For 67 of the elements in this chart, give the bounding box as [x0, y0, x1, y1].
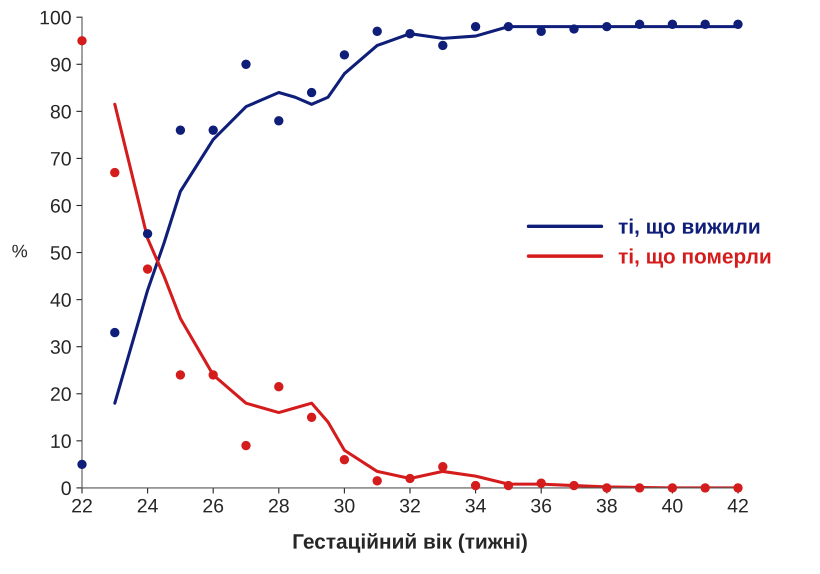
x-tick-label: 28 [268, 498, 289, 513]
y-tick-label: 20 [50, 387, 71, 401]
point [668, 483, 678, 493]
point [110, 168, 120, 178]
point [438, 462, 448, 472]
x-tick-label: 22 [72, 498, 92, 512]
x-axis-title: Гестаційний вік (тижні) [294, 533, 527, 553]
x-tick-label: 40 [662, 498, 682, 513]
point [340, 50, 350, 60]
x-tick-label: 26 [203, 498, 224, 513]
point [733, 20, 743, 29]
x-tick-label: 36 [531, 498, 552, 513]
point [274, 382, 284, 392]
point [668, 20, 678, 29]
point [438, 40, 448, 50]
point [470, 22, 480, 32]
x-tick-label: 32 [400, 498, 420, 513]
x-tick-label: 34 [466, 498, 486, 513]
point [733, 483, 743, 493]
y-tick-label: 10 [51, 434, 71, 448]
point [176, 370, 186, 380]
point [77, 36, 87, 46]
point [405, 29, 415, 38]
y-tick-label: 40 [50, 293, 71, 307]
point [569, 480, 579, 490]
point [372, 26, 382, 36]
point [142, 264, 152, 274]
x-tick-label: 24 [138, 498, 158, 512]
point [470, 480, 480, 490]
point [241, 60, 251, 69]
y-tick-label: 90 [50, 58, 71, 72]
point [634, 483, 644, 493]
point [241, 440, 251, 450]
point [306, 412, 316, 422]
point [142, 229, 152, 238]
point [405, 474, 415, 484]
point [504, 22, 514, 32]
point [306, 88, 316, 98]
point [77, 460, 87, 470]
y-tick-label: 80 [50, 104, 71, 119]
y-axis-title: % [12, 244, 28, 258]
point [372, 476, 382, 486]
point [208, 370, 218, 380]
point [700, 20, 710, 29]
y-tick-label: 30 [50, 340, 71, 354]
point [274, 116, 284, 126]
x-tick-label: 38 [596, 498, 617, 513]
y-tick-label: 70 [50, 152, 71, 166]
point [569, 24, 579, 34]
legend-label: ті, що померли [618, 248, 770, 268]
point [110, 328, 120, 338]
y-tick-label: 50 [50, 246, 71, 260]
y-tick-label: 0 [62, 481, 71, 496]
point [536, 478, 546, 488]
point [208, 126, 218, 135]
point [602, 22, 612, 32]
point [634, 20, 644, 29]
x-tick-label: 30 [334, 498, 354, 513]
point [504, 480, 514, 490]
y-tick-label: 100 [40, 10, 71, 24]
point [602, 483, 612, 493]
y-tick-label: 60 [50, 198, 71, 213]
point [340, 455, 350, 464]
legend-label: ті, що вижили [618, 218, 760, 238]
x-tick-label: 42 [728, 498, 748, 512]
point [176, 126, 186, 135]
point [700, 483, 710, 493]
